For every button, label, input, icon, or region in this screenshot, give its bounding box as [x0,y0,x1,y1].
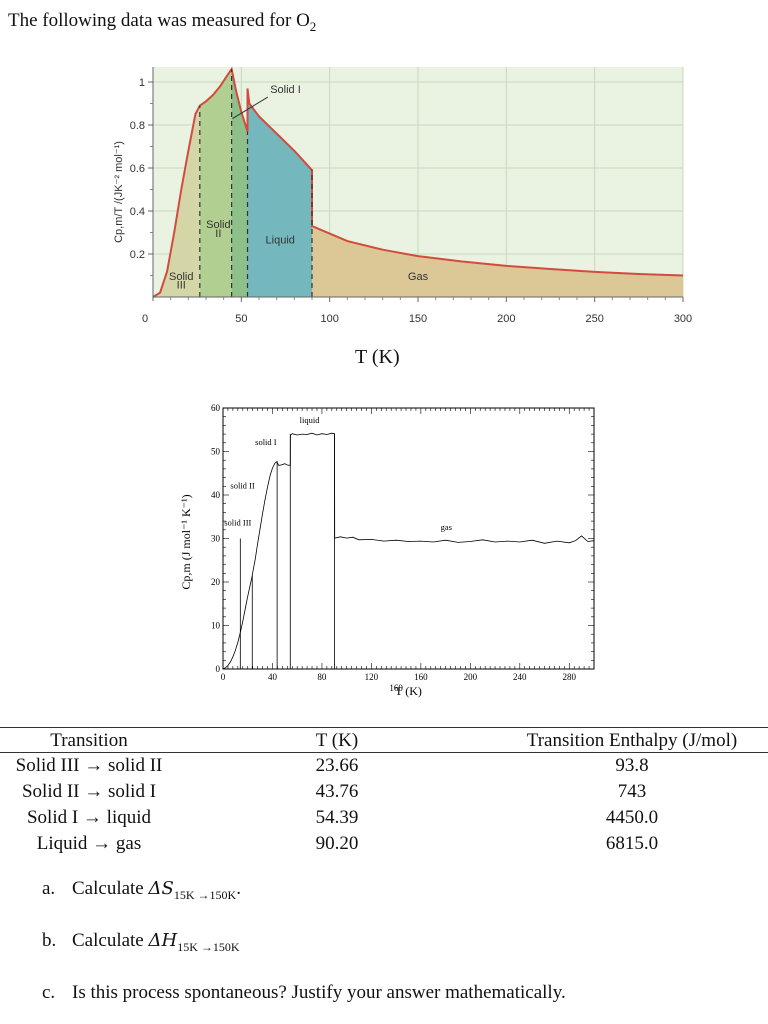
table-cell: Solid I → liquid [26,807,152,828]
region-label: Liquid [266,234,295,246]
question-math: ΔS [148,878,174,899]
table-header: Transition [50,730,128,751]
cp-line [222,432,595,670]
table-cell: 743 [617,781,647,802]
x-tick-label: 160 [414,672,428,682]
x-tick-label: 0 [142,313,148,325]
x-axis-title: T (K) [395,684,422,698]
y-axis-title: Cp,m (J mol⁻¹ K⁻¹) [179,494,193,589]
y-tick-label: 0 [216,664,221,674]
question-subscript: 15K →150K [177,939,240,954]
question-c: c. Is this process spontaneous? Justify y… [42,982,566,1004]
table-header: T (K) [315,730,359,751]
region-label: III [177,279,186,291]
region-label: Solid [169,271,193,283]
question-text: Is this process spontaneous? Justify you… [72,982,566,1003]
x-tick-label: 250 [585,313,603,325]
table-row: Solid III → solid II 23.66 93.8 [0,753,768,780]
region-label: Gas [408,271,429,283]
question-label: a. [42,878,56,899]
table-cell: Liquid → gas [36,833,142,854]
phase-annotation: solid II [230,480,254,490]
question-subscript: 15K →150K [173,887,237,902]
chart-cp-vs-t: 0 40 80 120 160 200 240 280 160 0 10 20 30 40 50 60 T (K… [179,403,595,698]
transition-table: Transition T (K) Transition Enthalpy (J/… [0,727,768,857]
y-tick-label: 0.8 [130,120,145,132]
table-cell: 23.66 [315,755,359,776]
x-tick-label: 0 [221,672,226,682]
region-label: Solid [206,219,230,231]
table-cell: Solid II → solid I [21,781,157,802]
question-math: ΔH [148,930,178,951]
x-tick-label: 280 [563,672,577,682]
y-tick-label: 50 [211,447,221,457]
y-axis-title: Cp,m/T /(JK⁻² mol⁻¹) [113,141,125,243]
y-tick-label: 60 [211,403,221,413]
region-solid-i [231,69,248,297]
x-tick-label: 40 [268,672,278,682]
table-header-row: Transition T (K) Transition Enthalpy (J/… [0,727,768,753]
x-tick-label: 200 [497,313,515,325]
x-tick-label: 50 [235,313,247,325]
region-label: Solid I [270,84,301,96]
intro-subscript: 2 [309,18,317,34]
table-cell: 54.39 [315,807,359,828]
x-tick-label: 80 [317,672,327,682]
table-cell: 43.76 [315,781,359,802]
question-a: a. Calculate ΔS15K →150K. [42,878,241,903]
solid-i-pointer [232,96,269,119]
phase-annotation: solid I [255,437,277,447]
y-tick-label: 0.2 [130,249,145,261]
x-tick-label: 240 [513,672,527,682]
region-liquid [247,88,312,297]
x-tick-label: 120 [365,672,379,682]
x-tick-label: 150 [409,313,427,325]
y-tick-label: 1 [139,77,145,89]
intro-text: The following data was measured for O2 [8,10,316,35]
chart-cp-over-t: 0 50 100 150 200 250 300 0.2 0.4 0.6 0.8 1 Cp,m/T /(… [113,66,692,325]
region-gas [312,226,683,297]
question-label: b. [42,930,57,951]
x-tick-label: 100 [320,313,338,325]
y-tick-label: 40 [211,490,221,500]
question-tail: . [236,878,241,899]
phase-annotation: solid III [224,517,251,527]
x-tick-label: 160 [389,683,403,693]
question-text: Calculate [72,878,149,899]
question-b: b. Calculate ΔH15K →150K [42,930,240,955]
chart1-x-axis-title: T (K) [355,346,400,368]
y-tick-label: 0.4 [130,206,145,218]
plot-frame [222,407,595,670]
phase-annotation: gas [441,522,452,532]
phase-annotation: liquid [300,415,321,425]
question-text: Calculate [72,930,149,951]
table-row: Solid I → liquid 54.39 4450.0 [0,805,768,831]
x-tick-label: 200 [464,672,478,682]
table-cell: 90.20 [315,833,359,854]
table-cell: 6815.0 [605,833,659,854]
question-label: c. [42,982,56,1003]
y-tick-label: 30 [211,534,221,544]
region-solid-ii [199,69,232,297]
table-cell: 93.8 [615,755,649,776]
table-cell: Solid III → solid II [15,755,163,776]
y-tick-label: 20 [211,577,221,587]
region-label: II [215,228,221,240]
table-row: Liquid → gas 90.20 6815.0 [0,831,768,857]
table-row: Solid II → solid I 43.76 743 [0,779,768,805]
x-tick-label: 300 [674,313,692,325]
table-header: Transition Enthalpy (J/mol) [526,730,738,751]
table-cell: 4450.0 [605,807,659,828]
y-tick-label: 0.6 [130,163,145,175]
y-tick-label: 10 [211,621,221,631]
intro-main: The following data was measured for O [8,10,310,31]
